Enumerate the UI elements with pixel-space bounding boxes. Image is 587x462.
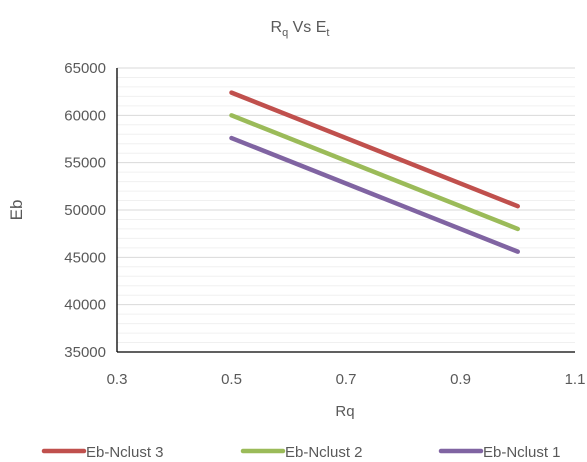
series-line <box>229 90 520 209</box>
chart-title-main: R <box>271 19 283 36</box>
y-tick-label: 55000 <box>64 155 106 172</box>
x-tick-label: 0.3 <box>107 371 128 388</box>
x-tick-label: 1.1 <box>565 371 586 388</box>
y-tick-label: 35000 <box>64 344 106 361</box>
y-axis-label: Eb <box>7 200 26 221</box>
y-tick-label: 45000 <box>64 249 106 266</box>
legend: Eb-Nclust 3 Eb-Nclust 2 Eb-Nclust 1 <box>41 444 561 461</box>
x-tick-label: 0.7 <box>336 371 357 388</box>
chart-title-sub-t: t <box>326 27 329 39</box>
series-lines <box>229 90 520 254</box>
y-tick-labels: 35000 40000 45000 50000 55000 60000 65000 <box>64 60 106 361</box>
y-tick-label: 65000 <box>64 60 106 77</box>
series-line <box>229 113 520 232</box>
x-tick-labels: 0.3 0.5 0.7 0.9 1.1 <box>107 371 586 388</box>
legend-label: Eb-Nclust 2 <box>285 444 363 461</box>
y-tick-label: 40000 <box>64 297 106 314</box>
chart-title-sub-q: q <box>282 27 288 39</box>
chart-title-mid: Vs E <box>288 19 326 36</box>
y-tick-label: 60000 <box>64 107 106 124</box>
series-line <box>229 135 520 254</box>
y-tick-label: 50000 <box>64 202 106 219</box>
x-axis-label: Rq <box>335 403 354 420</box>
legend-label: Eb-Nclust 3 <box>86 444 164 461</box>
axes <box>116 68 575 353</box>
legend-label: Eb-Nclust 1 <box>483 444 561 461</box>
chart-title: Rq Vs Et <box>271 19 330 39</box>
x-tick-label: 0.5 <box>221 371 242 388</box>
x-tick-label: 0.9 <box>450 371 471 388</box>
gridlines <box>117 67 575 344</box>
